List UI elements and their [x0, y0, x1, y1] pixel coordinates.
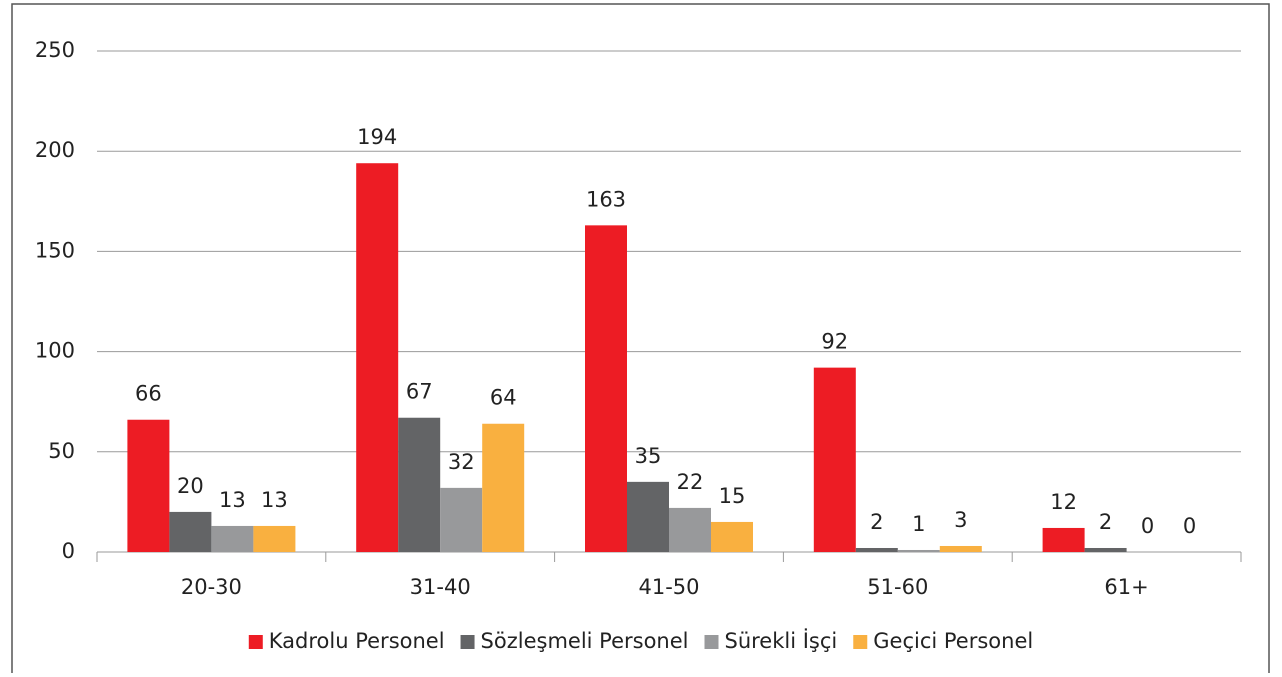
- legend-label: Geçici Personel: [873, 629, 1033, 653]
- y-tick-label: 0: [62, 539, 75, 563]
- data-label: 13: [261, 488, 288, 512]
- data-label: 32: [448, 450, 475, 474]
- data-label: 194: [357, 125, 397, 149]
- bar: [482, 423, 525, 552]
- data-label: 66: [135, 382, 162, 406]
- bar: [813, 367, 856, 552]
- data-label: 2: [1099, 510, 1112, 534]
- y-tick-label: 250: [35, 38, 75, 62]
- data-label: 0: [1141, 514, 1154, 538]
- bar: [169, 511, 212, 552]
- bar: [627, 481, 669, 552]
- data-label: 22: [677, 470, 704, 494]
- bar: [669, 507, 711, 552]
- legend-swatch: [460, 635, 475, 649]
- legend-label: Kadrolu Personel: [269, 629, 445, 653]
- bar: [253, 525, 296, 552]
- legend-item: Sözleşmeli Personel: [460, 629, 689, 653]
- data-label: 0: [1183, 514, 1196, 538]
- x-tick-label: 31-40: [410, 575, 471, 599]
- data-label: 2: [870, 510, 883, 534]
- y-tick-label: 50: [48, 439, 75, 463]
- data-label: 163: [586, 187, 626, 211]
- data-label: 1: [912, 512, 925, 536]
- bar: [897, 549, 940, 552]
- bar: [939, 545, 982, 552]
- data-label: 13: [219, 488, 246, 512]
- data-label: 67: [406, 380, 433, 404]
- data-label: 64: [490, 386, 517, 410]
- legend-swatch: [853, 635, 868, 649]
- x-tick-label: 20-30: [181, 575, 242, 599]
- data-label: 12: [1050, 490, 1077, 514]
- y-tick-label: 100: [35, 339, 75, 363]
- data-label: 92: [821, 330, 848, 354]
- bar: [1084, 547, 1127, 552]
- data-label: 20: [177, 474, 204, 498]
- legend-item: Sürekli İşçi: [704, 628, 838, 653]
- legend-swatch: [704, 635, 719, 649]
- legend-item: Geçici Personel: [853, 629, 1033, 653]
- legend-item: Kadrolu Personel: [248, 629, 445, 653]
- x-tick-label: 51-60: [867, 575, 928, 599]
- bar: [211, 525, 254, 552]
- bar: [356, 163, 399, 552]
- bar: [711, 521, 753, 552]
- data-label: 15: [719, 484, 746, 508]
- bar: [585, 225, 627, 552]
- legend-swatch: [248, 635, 263, 649]
- chart-border: [11, 3, 1270, 677]
- data-label: 35: [635, 444, 662, 468]
- x-tick-label: 61+: [1104, 575, 1148, 599]
- x-tick-label: 41-50: [638, 575, 699, 599]
- bar: [1042, 527, 1085, 552]
- legend-label: Sözleşmeli Personel: [481, 629, 689, 653]
- y-tick-label: 200: [35, 138, 75, 162]
- bar: [440, 487, 483, 552]
- data-label: 3: [954, 508, 967, 532]
- legend-label: Sürekli İşçi: [725, 628, 838, 653]
- bar: [398, 417, 441, 552]
- bar: [855, 547, 898, 552]
- bar: [127, 419, 170, 552]
- y-tick-label: 150: [35, 238, 75, 262]
